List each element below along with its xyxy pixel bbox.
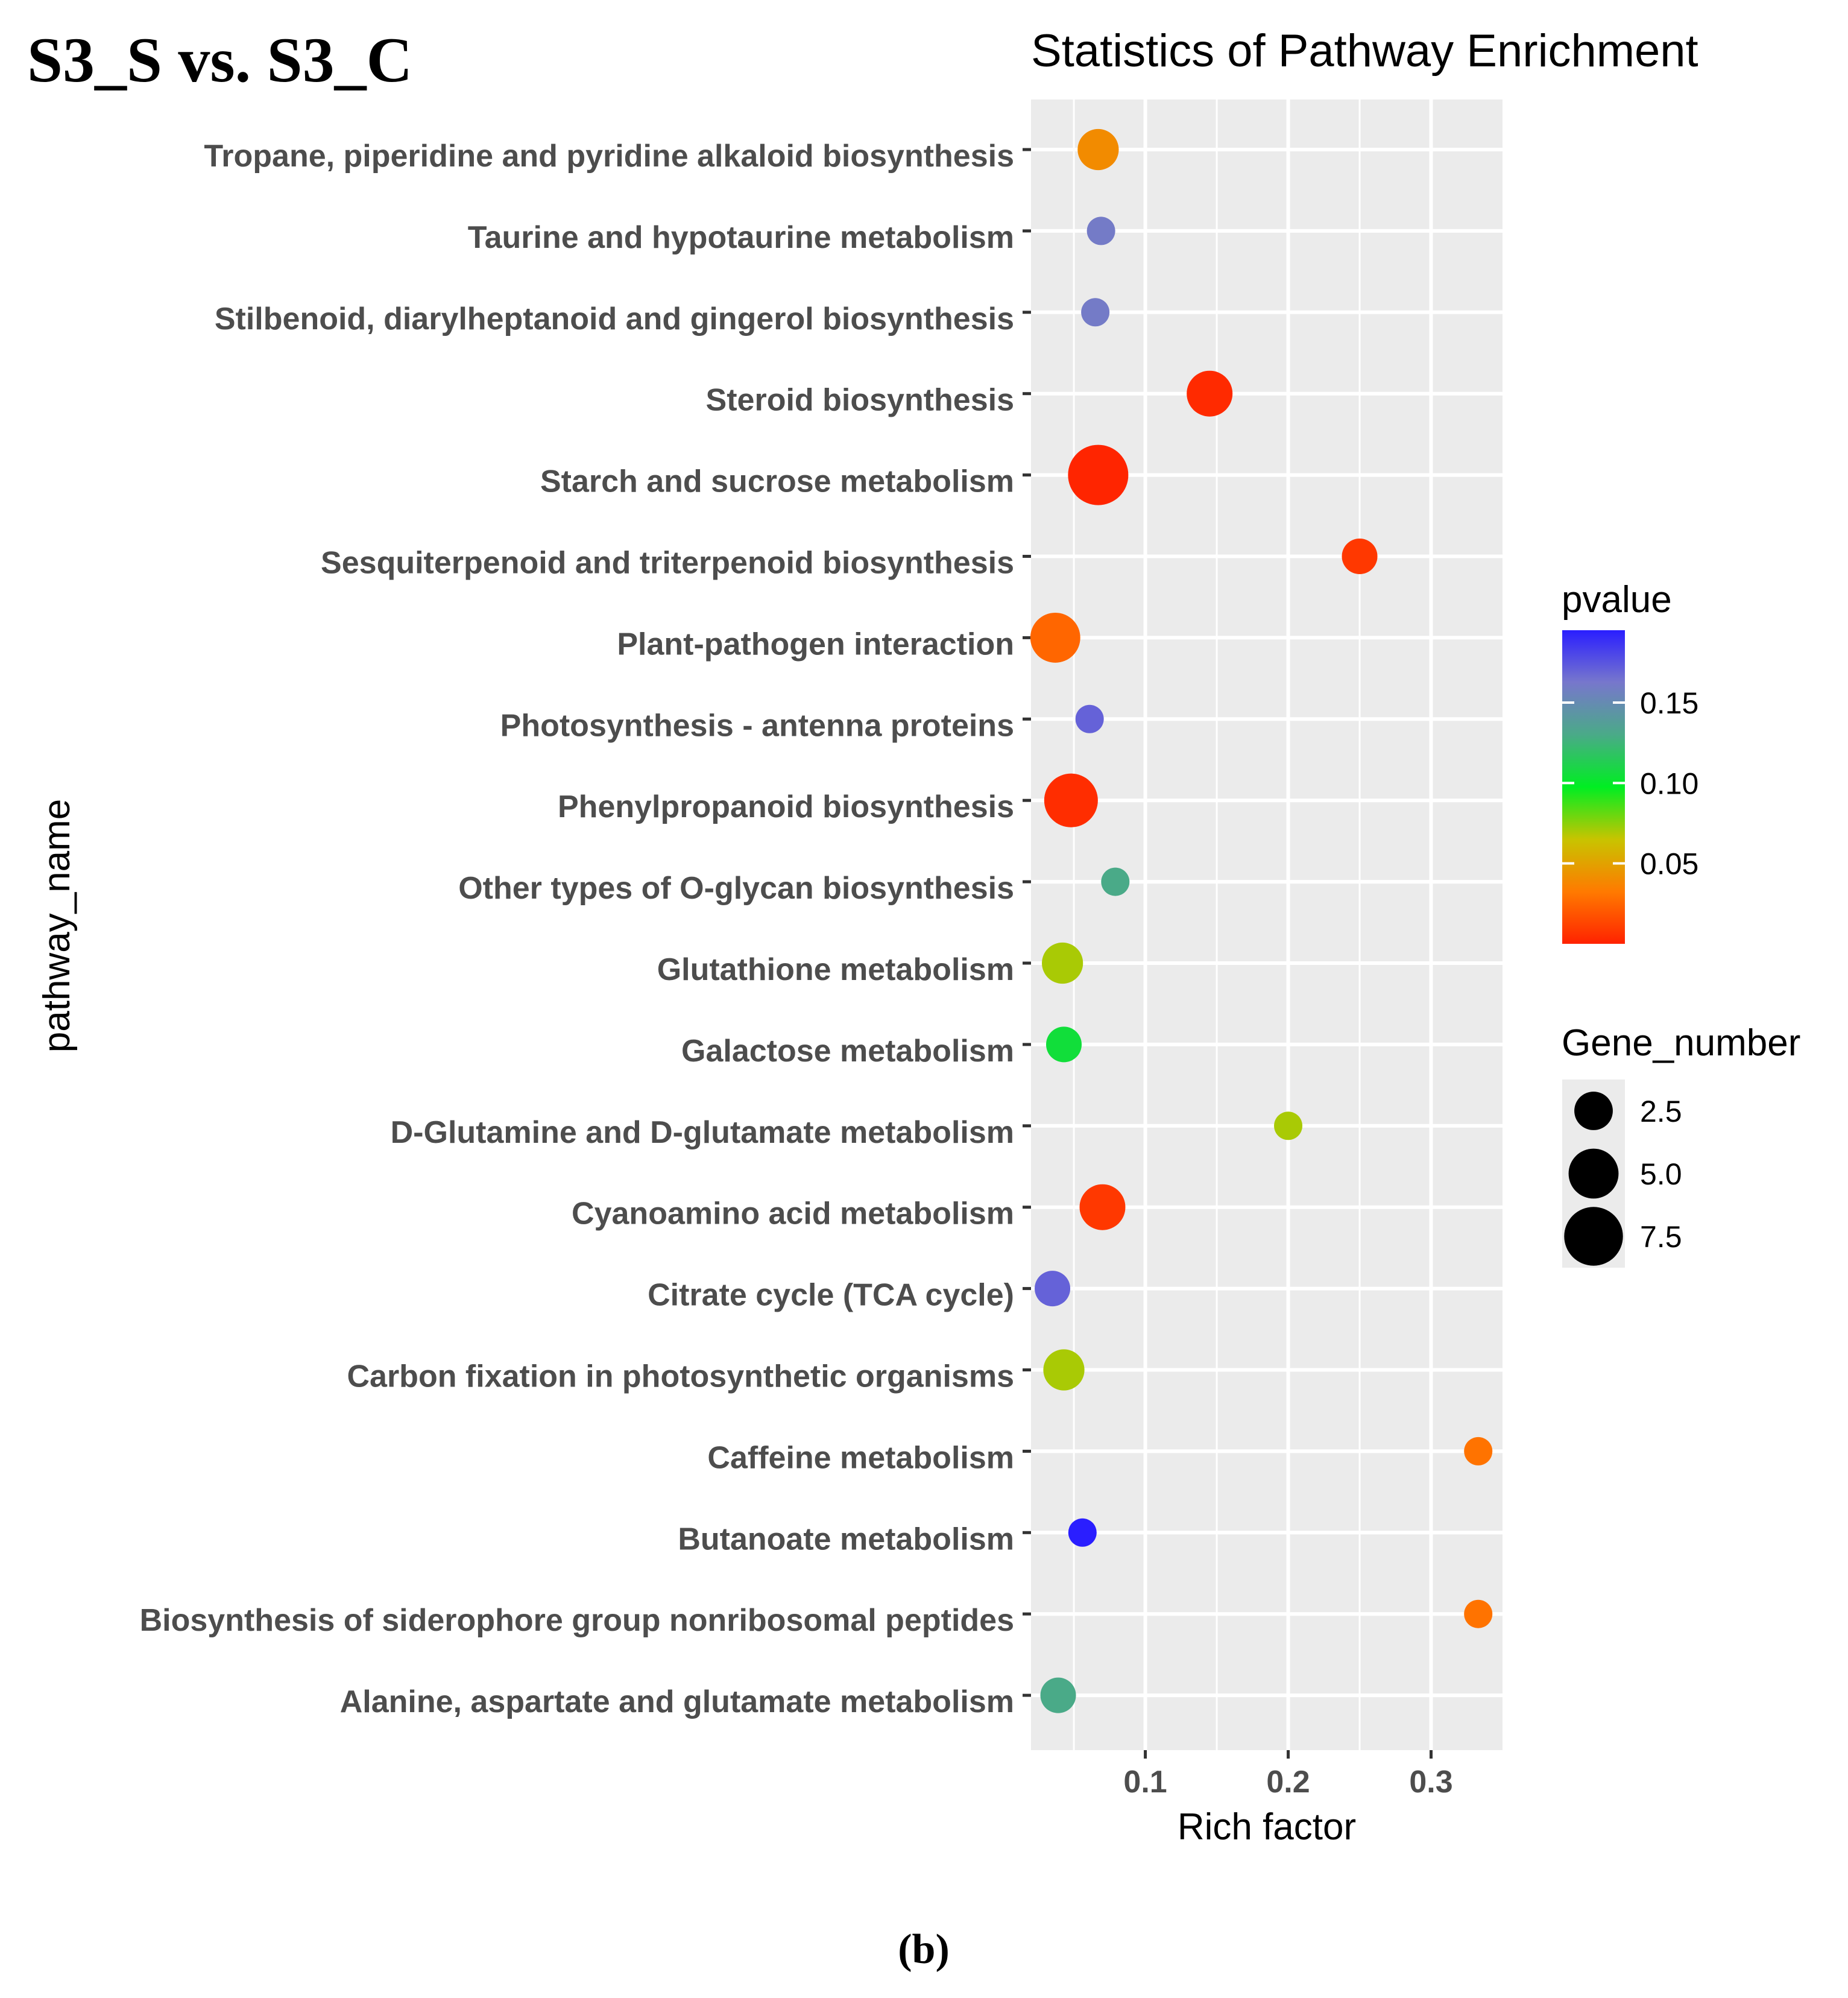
data-point [1079,1184,1126,1230]
data-point [1075,704,1104,733]
gene-number-legend-items: 2.5 5.0 7.5 [1564,1092,1682,1266]
y-tick-label: Taurine and hypotaurine metabolism [468,220,1014,255]
y-tick-label: Alanine, aspartate and glutamate metabol… [340,1684,1014,1719]
y-axis-ticks [1023,148,1031,1697]
data-point [1068,444,1129,505]
data-point [1045,1026,1082,1063]
data-point [1044,773,1098,827]
y-tick-label: Glutathione metabolism [657,952,1014,987]
colorbar-tick-label: 0.10 [1640,767,1698,800]
y-tick-label: Biosynthesis of siderophore group nonrib… [140,1603,1014,1638]
data-point [1035,1271,1071,1307]
y-tick-label: Sesquiterpenoid and triterpenoid biosynt… [321,546,1014,581]
y-tick-label: Butanoate metabolism [678,1522,1014,1557]
panel-label: (b) [898,1926,950,1973]
data-point [1464,1599,1493,1628]
pvalue-colorbar [1562,630,1625,944]
data-points [1030,128,1493,1713]
pvalue-legend-title: pvalue [1562,579,1672,621]
y-tick-label: Galactose metabolism [681,1034,1014,1069]
y-tick-label: Photosynthesis - antenna proteins [500,708,1014,743]
x-axis-ticks: 0.1 0.2 0.3 [1123,1750,1453,1800]
size-legend-label: 5.0 [1640,1157,1682,1191]
data-point [1274,1111,1303,1140]
y-tick-label: Starch and sucrose metabolism [540,464,1014,499]
plot-panel [1031,100,1503,1750]
y-axis-title: pathway_name [36,799,78,1053]
gene-number-legend: Gene_number 2.5 5.0 7.5 [1562,1022,1800,1268]
gridlines [1031,100,1503,1750]
y-tick-label: D-Glutamine and D-glutamate metabolism [391,1115,1014,1150]
size-legend-dot [1564,1207,1623,1266]
figure-label: S3_S vs. S3_C [27,25,412,95]
x-tick-label: 0.2 [1266,1765,1310,1800]
gene-number-legend-title: Gene_number [1562,1022,1800,1064]
data-point [1068,1518,1097,1547]
y-tick-label: Phenylpropanoid biosynthesis [558,789,1014,824]
data-point [1077,128,1119,171]
colorbar-tick-label: 0.15 [1640,686,1698,720]
data-point [1101,867,1130,896]
data-point [1042,942,1083,984]
chart-title: Statistics of Pathway Enrichment [1031,25,1698,77]
data-point [1342,538,1378,575]
data-point [1187,370,1233,417]
data-point [1081,298,1110,327]
y-tick-label: Plant-pathogen interaction [617,627,1014,662]
y-axis-tick-labels: Tropane, piperidine and pyridine alkaloi… [140,139,1014,1719]
x-axis-title: Rich factor [1178,1806,1356,1848]
colorbar-tick-label: 0.05 [1640,847,1698,881]
y-tick-label: Carbon fixation in photosynthetic organi… [347,1359,1014,1394]
size-legend-dot [1574,1092,1613,1130]
y-tick-label: Citrate cycle (TCA cycle) [648,1278,1014,1313]
x-tick-label: 0.3 [1409,1765,1452,1800]
size-legend-dot [1568,1148,1619,1199]
y-tick-label: Cyanoamino acid metabolism [572,1197,1014,1231]
y-tick-label: Tropane, piperidine and pyridine alkaloi… [204,139,1014,174]
data-point [1040,1677,1076,1713]
x-tick-label: 0.1 [1123,1765,1167,1800]
data-point [1464,1437,1493,1465]
y-tick-label: Caffeine metabolism [707,1440,1014,1475]
y-tick-label: Stilbenoid, diarylheptanoid and gingerol… [215,302,1014,337]
size-legend-label: 2.5 [1640,1095,1682,1128]
y-tick-label: Other types of O-glycan biosynthesis [458,871,1014,906]
pvalue-legend: pvalue 0.05 0.10 0.15 [1562,579,1698,944]
y-tick-label: Steroid biosynthesis [706,383,1014,418]
data-point [1043,1349,1085,1391]
pvalue-colorbar-ticks: 0.05 0.10 0.15 [1562,686,1698,881]
size-legend-label: 7.5 [1640,1220,1682,1254]
data-point [1086,217,1115,245]
data-point [1030,612,1080,663]
